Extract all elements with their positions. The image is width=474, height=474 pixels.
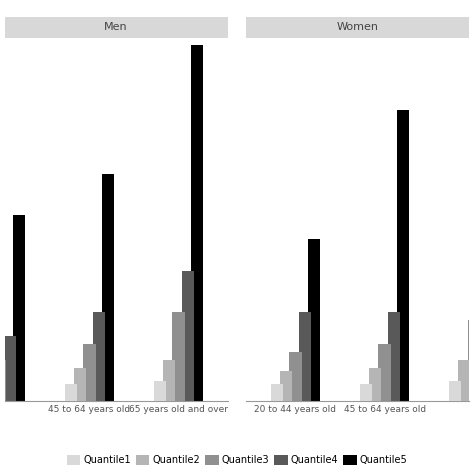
Bar [64, 384, 77, 401]
Bar [467, 320, 474, 401]
Bar [191, 45, 203, 401]
Bar [449, 381, 461, 401]
Bar [280, 372, 292, 401]
Bar [163, 360, 175, 401]
Bar [83, 344, 96, 401]
Bar [308, 239, 320, 401]
Text: Women: Women [337, 22, 379, 32]
Bar [378, 344, 391, 401]
Bar [458, 360, 471, 401]
Bar [102, 174, 114, 401]
Bar [289, 352, 301, 401]
Legend: Quantile1, Quantile2, Quantile3, Quantile4, Quantile5: Quantile1, Quantile2, Quantile3, Quantil… [63, 451, 411, 469]
Bar [360, 384, 372, 401]
Bar [13, 215, 25, 401]
Bar [369, 368, 382, 401]
Bar [154, 381, 166, 401]
Bar [3, 336, 16, 401]
Text: Men: Men [104, 22, 128, 32]
Bar [92, 312, 105, 401]
Bar [74, 368, 86, 401]
Bar [182, 271, 194, 401]
Bar [388, 312, 400, 401]
Bar [299, 312, 311, 401]
Bar [271, 384, 283, 401]
Bar [173, 312, 185, 401]
Bar [397, 109, 410, 401]
Bar [0, 360, 7, 401]
